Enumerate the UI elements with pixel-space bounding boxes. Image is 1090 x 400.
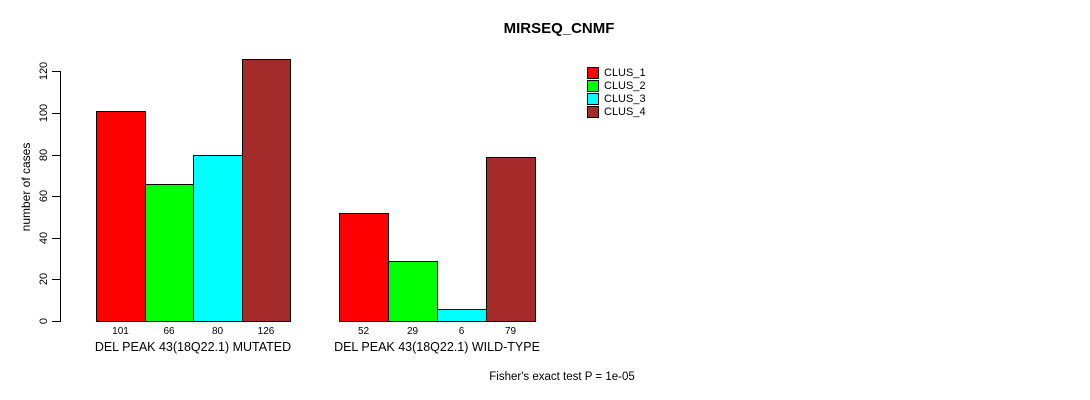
bar-value-label: 52	[357, 326, 370, 337]
bar-value-label: 66	[163, 326, 175, 337]
y-tick-label: 80	[38, 148, 50, 162]
legend-label: CLUS_3	[604, 93, 646, 105]
y-tick-label: 60	[38, 189, 50, 203]
y-tick-mark	[52, 238, 61, 239]
legend-swatch-clus_2	[587, 80, 599, 92]
bar-clus_1	[96, 111, 146, 322]
legend-swatch-clus_3	[587, 93, 599, 105]
legend-label: CLUS_4	[604, 106, 646, 118]
y-tick-label: 100	[38, 103, 50, 123]
group-label: DEL PEAK 43(18Q22.1) MUTATED	[94, 340, 292, 354]
y-tick-mark	[52, 71, 61, 72]
bar-clus_1	[339, 213, 389, 322]
group-label: DEL PEAK 43(18Q22.1) WILD-TYPE	[334, 340, 540, 354]
bar-clus_3	[437, 309, 487, 322]
y-tick-mark	[52, 155, 61, 156]
bar-clus_2	[145, 184, 194, 322]
legend-label: CLUS_1	[604, 67, 646, 79]
bar-clus_4	[486, 157, 536, 322]
bar-clus_2	[388, 261, 438, 322]
y-tick-mark	[52, 321, 61, 322]
fisher-test-annotation: Fisher's exact test P = 1e-05	[489, 371, 635, 383]
bar-value-label: 126	[257, 326, 275, 337]
y-tick-mark	[52, 279, 61, 280]
legend-swatch-clus_4	[587, 106, 599, 118]
y-axis-label: number of cases	[19, 142, 33, 232]
bar-value-label: 79	[504, 326, 517, 337]
y-tick-label: 40	[38, 231, 50, 245]
bar-value-label: 6	[458, 326, 465, 337]
y-tick-mark	[52, 196, 61, 197]
bar-value-label: 101	[112, 326, 129, 337]
legend-swatch-clus_1	[587, 67, 599, 79]
y-tick-mark	[52, 113, 61, 114]
legend-label: CLUS_2	[604, 80, 646, 92]
bar-clus_4	[242, 59, 291, 322]
bar-value-label: 29	[406, 326, 419, 337]
y-tick-label: 120	[38, 61, 50, 81]
chart-title: MIRSEQ_CNMF	[503, 20, 615, 37]
y-tick-label: 0	[38, 317, 50, 325]
y-tick-label: 20	[38, 272, 50, 286]
bar-clus_3	[193, 155, 243, 322]
bar-value-label: 80	[211, 326, 224, 337]
